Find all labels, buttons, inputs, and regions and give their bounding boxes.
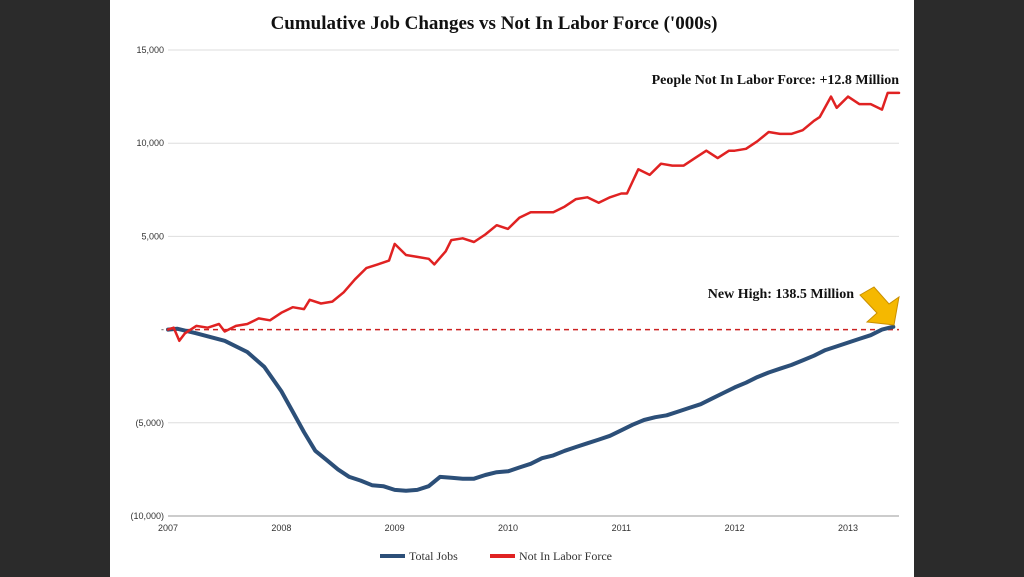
series-line-total-jobs xyxy=(166,324,896,493)
y-tick-label: 15,000 xyxy=(136,45,164,55)
gridlines xyxy=(168,49,899,517)
x-tick-label-2008: 2008 xyxy=(271,523,291,533)
x-tick-label-2011: 2011 xyxy=(612,523,631,533)
y-axis-ticks: 15,000 10,000 5,000 - (5,000) (10,000) xyxy=(130,45,164,521)
x-tick-label-2013: 2013 xyxy=(838,523,858,533)
x-tick-label-2010: 2010 xyxy=(498,523,518,533)
x-tick-label-2012: 2012 xyxy=(725,523,745,533)
y-tick-label: 5,000 xyxy=(141,231,164,241)
y-tick-label: (5,000) xyxy=(135,418,164,428)
x-tick-label-2007: 2007 xyxy=(158,523,178,533)
y-tick-label: 10,000 xyxy=(136,138,164,148)
chart-frame: Cumulative Job Changes vs Not In Labor F… xyxy=(110,0,914,577)
arrow-icon xyxy=(859,286,900,326)
x-tick-label-2009: 2009 xyxy=(385,523,405,533)
series-line-not-in-labor-force xyxy=(166,91,901,343)
legend: Total Jobs Not In Labor Force xyxy=(380,549,612,563)
chart-title: Cumulative Job Changes vs Not In Labor F… xyxy=(271,13,718,34)
annotation-new-high: New High: 138.5 Million xyxy=(708,287,854,302)
legend-label-total-jobs: Total Jobs xyxy=(409,549,458,563)
x-axis-ticks: 2007 2008 2009 2010 2011 2012 2013 xyxy=(158,523,858,533)
y-tick-label: - xyxy=(161,325,164,335)
series xyxy=(166,91,901,493)
annotation-labor-force: People Not In Labor Force: +12.8 Million xyxy=(652,73,900,88)
legend-label-not-in-labor-force: Not In Labor Force xyxy=(519,549,612,563)
y-tick-label: (10,000) xyxy=(130,511,164,521)
chart: Cumulative Job Changes vs Not In Labor F… xyxy=(130,13,901,563)
